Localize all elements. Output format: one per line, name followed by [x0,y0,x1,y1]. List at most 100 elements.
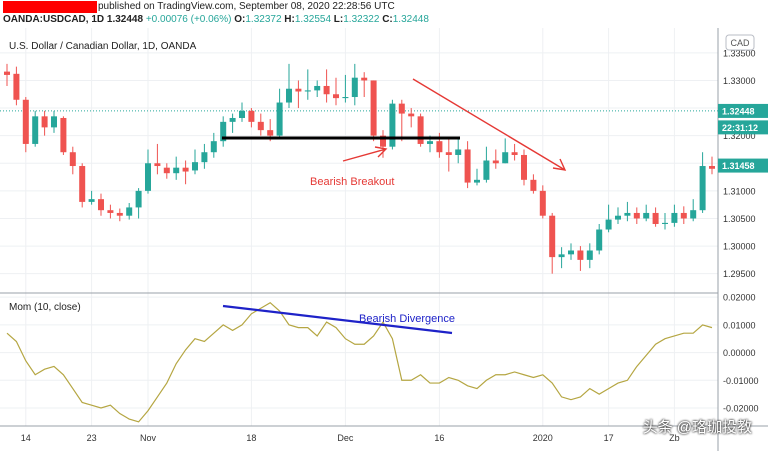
candle-body [380,135,386,147]
candle-body [314,85,321,91]
candle-body [690,210,697,219]
breakout-arrow-head [374,146,388,158]
candle [220,116,227,147]
candle-body [60,117,67,153]
candle-body [98,199,104,211]
candle [323,69,330,103]
price-tag-label: 1.32448 [722,106,755,116]
ohlc-legend: OANDA:USDCAD, 1D 1.32448 +0.00076 (+0.06… [3,14,429,25]
candle-body [351,77,358,98]
price-tag-box [718,120,768,135]
candle [539,185,546,219]
candle [586,243,593,269]
candle [624,201,631,222]
candle-body [210,141,217,153]
candle-body [662,222,668,224]
momentum-axis-ticks: 0.02000 0.01000 0.00000 -0.01000 -0.02000 [723,293,759,414]
chart-area[interactable]: 1.295001.300001.305001.310001.315001.320… [0,28,768,451]
price-tag-box [718,158,768,173]
candle-body [521,154,527,180]
candle-body [182,167,189,172]
candle-body [605,219,612,230]
candle [286,63,292,109]
time-tick-label: 14 [21,433,31,443]
high-label: H: [284,14,295,25]
candle [577,246,584,271]
candle-body [79,166,86,202]
candle [361,72,368,98]
candle [652,207,659,227]
candle [417,113,424,147]
breakout-arrow [342,148,387,162]
candle-body [558,254,565,258]
candle [88,190,95,205]
price-change: +0.00076 (+0.06%) [145,14,232,25]
candle [558,247,565,269]
candle [615,207,621,224]
candle-body [135,190,142,208]
candle [568,243,574,260]
downtrend-arrow-head [552,158,567,171]
momentum-tick-label: 0.02000 [723,293,756,303]
candle [445,138,452,172]
candle-body [239,110,245,118]
time-axis-ticks: 14 23 Nov 18 Dec 16 2020 17 Zb [21,433,680,443]
candle [596,223,603,255]
candle-body [173,167,180,174]
candle [163,163,170,179]
candle [229,113,236,133]
candle-body [709,166,715,169]
candle-body [577,250,584,260]
redacted-box [3,1,97,13]
candle [333,77,339,106]
price-tick-label: 1.32000 [723,131,756,141]
candle [201,143,208,169]
symbol-label: OANDA:USDCAD, 1D [3,14,105,25]
candle [13,66,20,106]
candle [107,204,114,219]
candle-body [248,110,255,122]
candle [492,149,499,169]
candle-body [530,179,537,191]
candle [464,141,471,189]
price-tag-box [718,103,768,118]
candle-body [417,116,424,144]
candle-body [539,190,546,216]
momentum-line [6,301,713,423]
candle-body [163,167,170,174]
candle-body [680,212,687,219]
candle-body [304,90,311,92]
candle-body [323,85,330,95]
candle-body [342,97,349,99]
candle-body [295,88,302,92]
candle-body [4,71,10,75]
time-tick-label: 17 [604,433,614,443]
candle [351,63,358,106]
candle [408,108,415,128]
time-tick-label: Zb [669,433,680,443]
candle-body [624,212,631,216]
low-label: L: [333,14,344,25]
momentum-tick-label: 0.01000 [723,320,756,330]
divergence-line [222,304,453,335]
low-value: 1.32322 [343,14,380,25]
candle-body [370,80,377,136]
candle-body [257,121,264,131]
price-tick-label: 1.30500 [723,214,756,224]
candle [32,110,39,147]
close-label: C: [382,14,393,25]
time-tick-label: 18 [246,433,256,443]
chart-svg[interactable]: 1.295001.300001.305001.310001.315001.320… [0,28,768,451]
candle-body [229,117,236,122]
candle-body [276,102,283,136]
momentum-title: Mom (10, close) [9,302,81,313]
currency-badge [725,34,755,51]
price-tick-label: 1.30000 [723,242,756,252]
bearish-divergence-label: Bearish Divergence [359,313,455,325]
candle-body [643,212,650,219]
candle-body [408,113,415,117]
candle-body [398,103,405,114]
candle-body [126,207,133,216]
candle [182,160,189,185]
time-tick-label: 16 [434,433,444,443]
